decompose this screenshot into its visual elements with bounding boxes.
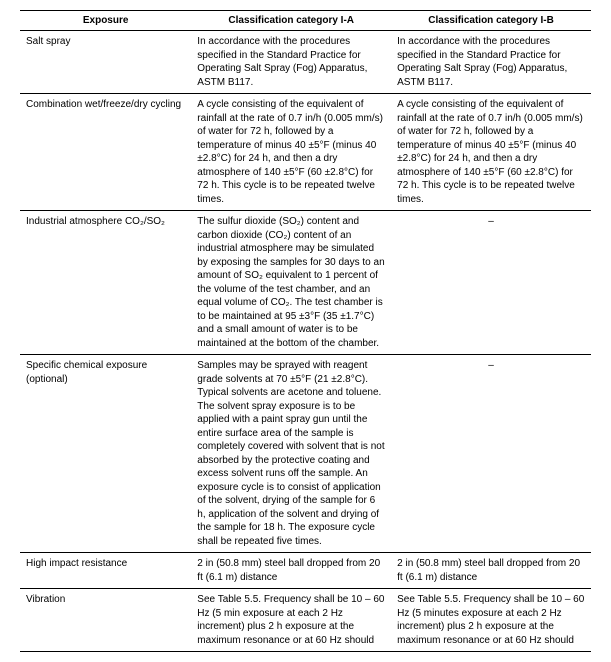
col-cat-a: Classification category I-A (191, 11, 391, 31)
cell-cat-a: See Table 5.5. Frequency shall be 10 – 6… (191, 589, 391, 652)
cell-cat-b: A cycle consisting of the equivalent of … (391, 94, 591, 211)
cell-exposure: High impact resistance (20, 553, 191, 589)
table-row: VibrationSee Table 5.5. Frequency shall … (20, 589, 591, 652)
cell-cat-b: See Table 5.5. Frequency shall be 10 – 6… (391, 589, 591, 652)
cell-exposure: Industrial atmosphere CO₂/SO₂ (20, 211, 191, 355)
col-exposure: Exposure (20, 11, 191, 31)
col-cat-b: Classification category I-B (391, 11, 591, 31)
cell-cat-b: – (391, 211, 591, 355)
cell-exposure: Vibration (20, 589, 191, 652)
cell-cat-a: In accordance with the procedures specif… (191, 31, 391, 94)
cell-exposure: Specific chemical exposure (optional) (20, 355, 191, 553)
cell-cat-b: 2 in (50.8 mm) steel ball dropped from 2… (391, 553, 591, 589)
table-row: High impact resistance2 in (50.8 mm) ste… (20, 553, 591, 589)
table-row: Combination wet/freeze/dry cyclingA cycl… (20, 94, 591, 211)
cell-cat-b: In accordance with the procedures specif… (391, 31, 591, 94)
cell-cat-a: A cycle consisting of the equivalent of … (191, 94, 391, 211)
table-header-row: Exposure Classification category I-A Cla… (20, 11, 591, 31)
cell-cat-a: The sulfur dioxide (SO₂) content and car… (191, 211, 391, 355)
cell-exposure: Salt spray (20, 31, 191, 94)
cell-cat-b: – (391, 355, 591, 553)
table-row: Specific chemical exposure (optional)Sam… (20, 355, 591, 553)
table-row: Salt sprayIn accordance with the procedu… (20, 31, 591, 94)
exposure-classification-table: Exposure Classification category I-A Cla… (20, 10, 591, 652)
cell-cat-a: 2 in (50.8 mm) steel ball dropped from 2… (191, 553, 391, 589)
table-row: Industrial atmosphere CO₂/SO₂The sulfur … (20, 211, 591, 355)
cell-cat-a: Samples may be sprayed with reagent grad… (191, 355, 391, 553)
cell-exposure: Combination wet/freeze/dry cycling (20, 94, 191, 211)
